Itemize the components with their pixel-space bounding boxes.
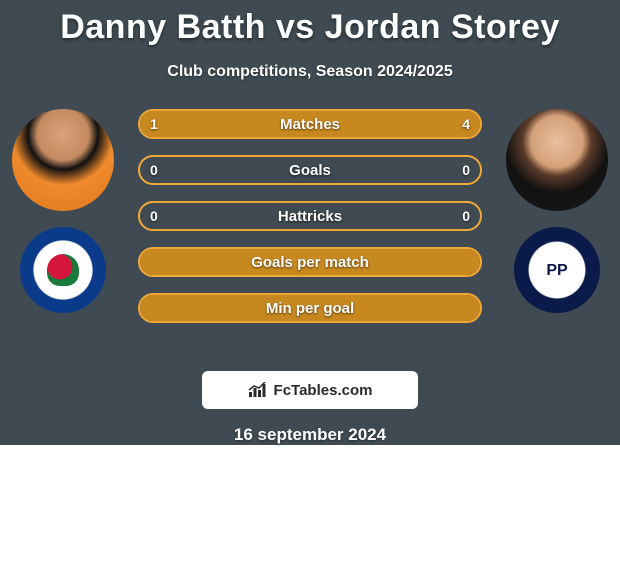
player2-column [502, 109, 612, 313]
stat-value-right: 0 [462, 208, 470, 224]
stat-label: Hattricks [140, 208, 480, 225]
stat-label: Min per goal [140, 300, 480, 317]
stat-label: Matches [140, 116, 480, 133]
date-label: 16 september 2024 [0, 425, 620, 445]
subtitle: Club competitions, Season 2024/2025 [0, 63, 620, 81]
source-badge-text: FcTables.com [274, 382, 373, 399]
stat-row: 0Hattricks0 [138, 201, 482, 231]
player2-avatar [506, 109, 608, 211]
stat-label: Goals per match [140, 254, 480, 271]
player2-club-crest [514, 227, 600, 313]
stat-bars: 1Matches40Goals00Hattricks0Goals per mat… [138, 109, 482, 323]
below-whitespace [0, 445, 620, 580]
stat-value-right: 0 [462, 162, 470, 178]
page-title: Danny Batth vs Jordan Storey [0, 0, 620, 47]
chart-icon [248, 382, 268, 398]
player1-column [8, 109, 118, 313]
stat-label: Goals [140, 162, 480, 179]
stat-row: Min per goal [138, 293, 482, 323]
source-badge: FcTables.com [202, 371, 418, 409]
stat-row: 0Goals0 [138, 155, 482, 185]
player1-avatar [12, 109, 114, 211]
content-area: 1Matches40Goals00Hattricks0Goals per mat… [0, 109, 620, 359]
stat-value-right: 4 [462, 116, 470, 132]
stat-row: Goals per match [138, 247, 482, 277]
comparison-card: Danny Batth vs Jordan Storey Club compet… [0, 0, 620, 445]
player1-club-crest [20, 227, 106, 313]
stat-row: 1Matches4 [138, 109, 482, 139]
